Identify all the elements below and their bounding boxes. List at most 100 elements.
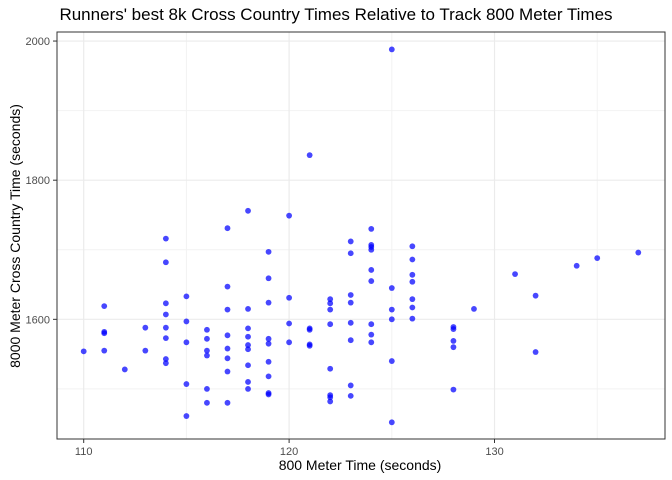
data-point — [245, 342, 251, 348]
data-point — [224, 283, 231, 290]
data-point — [286, 212, 293, 219]
data-point — [594, 255, 601, 262]
data-point — [368, 331, 375, 338]
data-point — [347, 250, 354, 257]
data-point — [409, 304, 416, 311]
data-point — [162, 335, 169, 342]
data-point — [368, 321, 375, 328]
data-point — [265, 275, 272, 282]
chart-title: Runners' best 8k Cross Country Times Rel… — [59, 5, 613, 24]
data-point — [450, 338, 457, 344]
data-point — [471, 305, 477, 312]
data-point — [245, 305, 251, 312]
y-tick-label: 1800 — [26, 175, 50, 187]
data-point — [327, 296, 334, 303]
data-point — [162, 324, 169, 331]
data-point — [245, 207, 251, 214]
data-point — [224, 399, 231, 406]
data-point — [245, 333, 251, 340]
data-point — [224, 345, 231, 352]
data-point — [204, 347, 210, 354]
data-point — [204, 335, 210, 342]
data-point — [286, 294, 293, 301]
data-point — [327, 321, 334, 328]
data-point — [512, 271, 518, 278]
data-point — [142, 324, 149, 331]
data-point — [162, 311, 169, 318]
data-point — [635, 249, 642, 256]
data-point — [121, 366, 128, 373]
major-gridlines — [57, 32, 665, 439]
data-point — [183, 413, 190, 419]
minor-gridlines — [57, 32, 665, 439]
data-point — [245, 362, 251, 369]
data-point — [368, 225, 375, 232]
data-point — [162, 300, 169, 307]
data-point — [347, 319, 354, 326]
data-point — [306, 152, 313, 159]
data-point — [224, 368, 231, 375]
data-point — [224, 225, 231, 232]
data-point — [183, 381, 190, 387]
x-tick-label: 130 — [485, 446, 503, 458]
data-point — [204, 386, 210, 392]
data-point — [265, 335, 272, 342]
data-point — [409, 278, 416, 285]
data-point — [265, 391, 272, 398]
axis-ticks: 110 120 130 1600 1800 2000 — [26, 36, 504, 458]
data-point — [80, 348, 87, 355]
data-point — [224, 355, 231, 362]
data-point — [368, 246, 375, 253]
data-point — [183, 318, 190, 325]
data-point — [388, 316, 395, 323]
data-point — [388, 306, 395, 313]
data-point — [327, 394, 334, 401]
data-point — [368, 278, 375, 284]
data-point — [532, 292, 539, 299]
data-point — [347, 238, 354, 245]
data-point — [327, 306, 334, 313]
data-point — [265, 299, 272, 306]
data-point — [306, 342, 313, 349]
data-point — [245, 379, 251, 385]
x-tick-label: 120 — [280, 446, 298, 458]
data-point — [573, 262, 580, 269]
data-point — [388, 46, 395, 53]
data-point — [101, 347, 108, 354]
data-point — [245, 386, 251, 392]
data-point — [183, 339, 190, 346]
data-point — [306, 326, 313, 333]
data-point — [347, 299, 354, 306]
data-point — [162, 356, 169, 362]
plot-panel-border — [56, 31, 666, 440]
data-point — [347, 337, 354, 344]
data-point — [409, 271, 416, 278]
data-point — [286, 339, 293, 346]
data-point — [245, 346, 251, 353]
data-point — [532, 349, 539, 355]
data-point — [450, 386, 457, 393]
data-point — [347, 382, 354, 389]
data-point — [224, 306, 231, 313]
data-points — [80, 46, 642, 426]
data-point — [368, 339, 375, 346]
data-point — [450, 326, 457, 332]
data-point — [409, 256, 416, 263]
data-point — [347, 392, 354, 399]
data-point — [327, 365, 334, 372]
data-point — [101, 303, 108, 310]
data-point — [388, 419, 395, 426]
data-point — [388, 285, 395, 291]
data-point — [142, 347, 149, 354]
data-point — [409, 243, 416, 250]
data-point — [204, 352, 210, 359]
data-point — [327, 300, 334, 307]
data-point — [286, 320, 293, 327]
y-tick-label: 1600 — [26, 314, 50, 326]
data-point — [265, 373, 272, 380]
data-point — [265, 358, 272, 365]
data-point — [388, 358, 395, 364]
data-point — [183, 293, 190, 300]
data-point — [162, 235, 169, 242]
